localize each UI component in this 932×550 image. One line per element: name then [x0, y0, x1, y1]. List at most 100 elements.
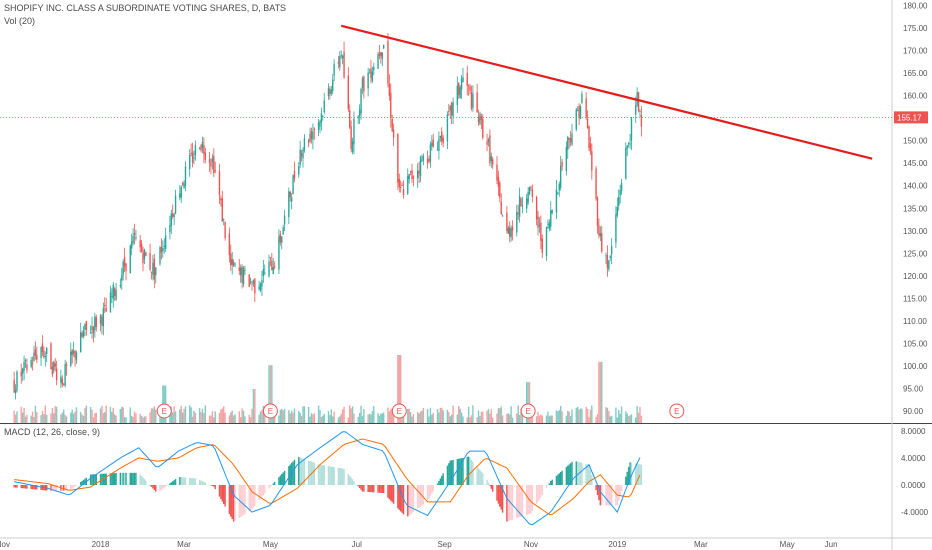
volume-bar — [347, 417, 350, 423]
candle-body — [571, 133, 573, 145]
volume-bar — [421, 410, 423, 423]
candle-body — [351, 141, 354, 153]
volume-bar — [145, 416, 147, 423]
candle-body — [408, 174, 410, 180]
volume-bar — [448, 412, 450, 423]
volume-bar — [299, 412, 301, 423]
candle-body — [170, 213, 173, 226]
candle-body — [122, 261, 124, 275]
candle-body — [555, 189, 558, 213]
volume-bar — [397, 355, 399, 423]
macd-histogram-bar — [548, 483, 551, 485]
macd-histogram-bar — [586, 464, 589, 485]
macd-histogram-bar — [480, 471, 483, 485]
volume-bar — [528, 382, 531, 423]
volume-bar — [511, 417, 514, 423]
macd-histogram-bar — [241, 485, 243, 516]
volume-bar — [223, 406, 225, 423]
candle-body — [426, 158, 429, 163]
candle-body — [65, 364, 68, 366]
macd-histogram-bar — [361, 485, 364, 492]
candle-body — [132, 235, 134, 243]
candle-body — [262, 269, 265, 276]
volume-bar — [402, 414, 405, 423]
volume-bar — [200, 412, 202, 423]
volume-bar — [459, 408, 461, 423]
candle-body — [123, 257, 126, 267]
volume-bar — [94, 413, 96, 423]
macd-histogram-bar — [479, 470, 481, 485]
candle-body — [337, 61, 340, 64]
macd-histogram-bar — [370, 485, 372, 493]
macd-histogram-bar — [456, 459, 459, 485]
macd-histogram-bar — [506, 485, 508, 522]
volume-bar — [460, 412, 463, 423]
macd-histogram-bar — [636, 463, 638, 485]
volume-bar — [201, 408, 204, 423]
macd-tick-label: 4.0000 — [901, 454, 926, 463]
candle-body — [619, 190, 621, 196]
macd-histogram-bar — [412, 485, 415, 513]
volume-bar — [490, 409, 493, 423]
volume-bar — [251, 408, 253, 423]
candle-body — [54, 363, 56, 367]
candle-body — [459, 87, 461, 98]
volume-bar — [292, 412, 294, 423]
volume-bar — [619, 413, 621, 423]
macd-histogram-bar — [113, 473, 116, 485]
volume-bar — [586, 408, 589, 423]
candle-body — [436, 149, 439, 151]
macd-histogram-bar — [234, 485, 236, 521]
volume-bar — [341, 409, 344, 423]
macd-histogram-bar — [368, 485, 371, 493]
earnings-marker — [391, 403, 407, 419]
macd-histogram-bar — [339, 468, 341, 485]
candle-body — [509, 227, 511, 237]
volume-bar — [469, 417, 471, 423]
volume-bar — [598, 361, 600, 423]
macd-histogram-bar — [174, 479, 177, 485]
candle-body — [399, 186, 402, 188]
volume-bar — [119, 409, 122, 423]
candle-body — [279, 234, 282, 243]
macd-histogram-bar — [75, 485, 78, 486]
volume-bar — [327, 411, 330, 423]
volume-bar — [208, 415, 211, 423]
volume-bar — [377, 413, 379, 423]
macd-histogram-bar — [279, 475, 282, 485]
candle-body — [489, 135, 491, 164]
macd-histogram-bar — [55, 485, 58, 491]
candle-body — [432, 139, 434, 147]
candle-body — [200, 145, 202, 151]
candle-body — [615, 214, 617, 243]
candle-body — [448, 110, 450, 112]
macd-line — [14, 431, 641, 526]
candle-body — [492, 159, 494, 165]
macd-histogram-bar — [254, 485, 256, 506]
macd-histogram-bar — [54, 485, 56, 491]
volume-bar — [363, 408, 365, 423]
macd-histogram-bar — [618, 485, 620, 501]
candle-body — [74, 350, 76, 359]
candle-body — [41, 343, 44, 352]
volume-bar — [71, 409, 73, 423]
volume-bar — [289, 413, 291, 423]
candle-body — [535, 196, 538, 220]
candle-body — [635, 105, 637, 115]
macd-histogram-bar — [353, 481, 355, 485]
volume-bar — [26, 414, 28, 423]
macd-histogram-bar — [214, 485, 216, 490]
macd-histogram-bar — [283, 470, 286, 485]
candle-body — [289, 191, 291, 198]
candle-body — [569, 138, 572, 143]
candle-body — [462, 76, 464, 83]
macd-histogram-bar — [109, 473, 112, 485]
candle-body — [575, 109, 577, 130]
candle-body — [520, 198, 522, 206]
macd-histogram-bar — [492, 485, 494, 492]
volume-bar — [298, 411, 300, 423]
candle-body — [418, 170, 420, 174]
candle-body — [630, 117, 633, 141]
macd-histogram-bar — [341, 468, 344, 485]
volume-bar — [70, 412, 72, 423]
